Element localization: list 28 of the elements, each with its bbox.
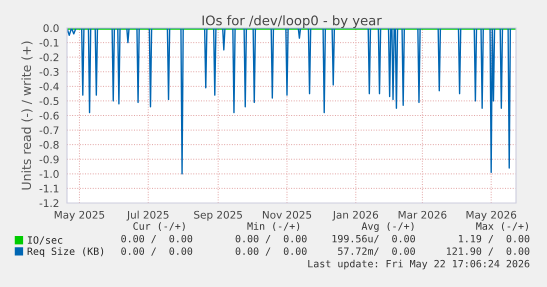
legend-label: IO/sec	[28, 236, 62, 245]
x-tick-label: Mar 2026	[398, 210, 446, 219]
y-tick-label: -0.8	[40, 140, 59, 149]
y-tick-label: -0.2	[40, 53, 58, 62]
y-tick-label: -1.1	[40, 184, 58, 192]
y-tick-label: -1.2	[40, 199, 58, 207]
y-tick-label: -0.5	[40, 97, 58, 106]
x-tick-label: May 2025	[54, 210, 104, 221]
x-tick-label: May 2026	[466, 210, 516, 221]
x-tick-label: Jul 2025	[126, 210, 169, 221]
text: 0.00 / 0.00 0.00 / 0.00 199.56u/ 0.00 1.19 / 0.00	[121, 234, 530, 244]
chart-title: IOs for /dev/loop0 - by year	[202, 15, 382, 28]
x-tick-label: Jan 2026	[332, 210, 378, 221]
x-tick-label: Nov 2025	[262, 210, 312, 219]
text: 0.00 / 0.00 0.00 / 0.00 57.72m/ 0.00 121.90 / 0.00	[121, 247, 530, 256]
y-tick-label: -0.1	[40, 38, 58, 47]
legend-label: Req Size (KB)	[28, 247, 104, 257]
y-tick-label: 0.0	[43, 24, 59, 32]
y-tick-label: -0.7	[40, 126, 58, 134]
y-tick-label: -1.0	[40, 170, 59, 178]
x-tick-label: Sep 2025	[194, 210, 242, 221]
text: Last update: Fri May 22 17:06:24 2026	[308, 260, 530, 270]
y-tick-label: -0.3	[40, 68, 59, 76]
text: Cur (-/+) Min (-/+) Avg (-/+) Max (-/+)	[133, 222, 528, 232]
y-tick-label: -0.9	[40, 155, 59, 164]
y-tick-label: -0.6	[40, 112, 59, 120]
y-tick-label: -0.4	[40, 82, 59, 90]
y-axis-title: Units read (-) / write (+)	[21, 42, 33, 190]
